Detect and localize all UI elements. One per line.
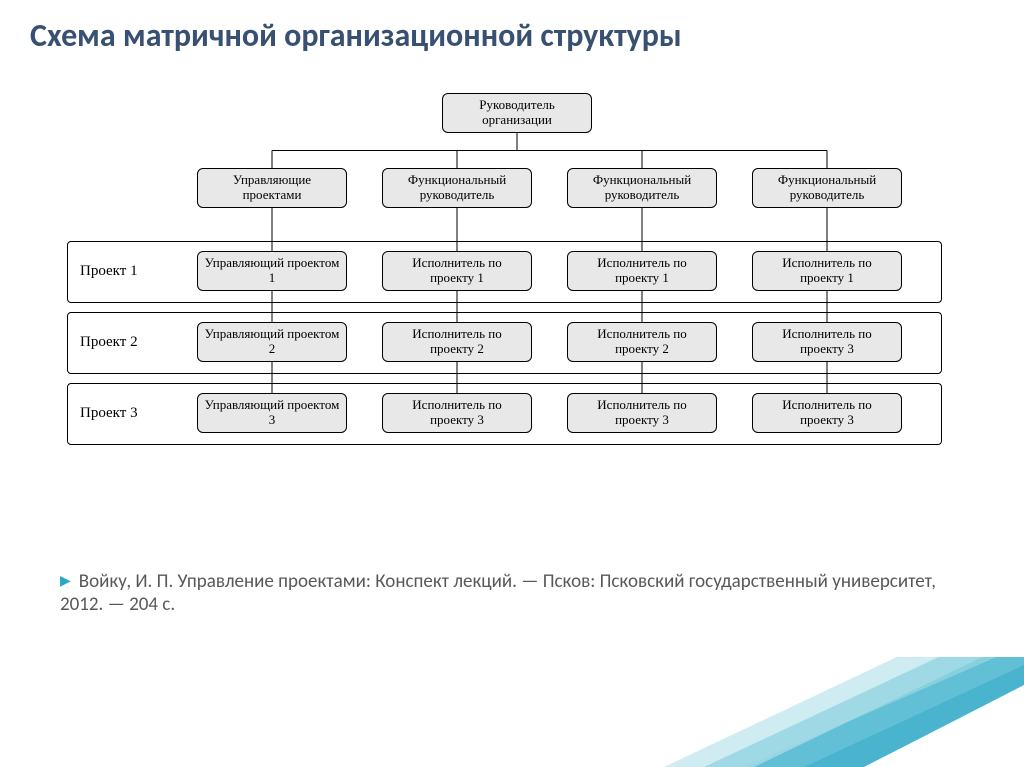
node-col-header-2: Функциональный руководитель xyxy=(567,168,717,208)
node-cell-r0-c2: Исполнитель по проекту 1 xyxy=(567,251,717,291)
citation-body: Войку, И. П. Управление проектами: Консп… xyxy=(60,570,936,616)
row-label-1: Проект 2 xyxy=(80,323,138,363)
node-cell-r2-c1: Исполнитель по проекту 3 xyxy=(382,393,532,433)
row-label-2: Проект 3 xyxy=(80,394,138,434)
org-chart: Руководитель организации Управляющие прое… xyxy=(62,93,962,503)
node-cell-r2-c3: Исполнитель по проекту 3 xyxy=(752,393,902,433)
corner-decoration xyxy=(664,657,1024,767)
node-col-header-3: Функциональный руководитель xyxy=(752,168,902,208)
node-cell-r0-c1: Исполнитель по проекту 1 xyxy=(382,251,532,291)
node-root: Руководитель организации xyxy=(442,93,592,133)
node-cell-r0-c0: Управляющий проектом 1 xyxy=(197,251,347,291)
node-cell-r1-c3: Исполнитель по проекту 3 xyxy=(752,322,902,362)
node-cell-r1-c1: Исполнитель по проекту 2 xyxy=(382,322,532,362)
node-cell-r1-c0: Управляющий проектом 2 xyxy=(197,322,347,362)
node-cell-r2-c0: Управляющий проектом 3 xyxy=(197,393,347,433)
slide-title: Схема матричной организационной структур… xyxy=(0,0,1024,63)
row-label-0: Проект 1 xyxy=(80,252,138,292)
bullet-icon: ▶ xyxy=(60,573,71,590)
node-cell-r1-c2: Исполнитель по проекту 2 xyxy=(567,322,717,362)
citation-text: ▶Войку, И. П. Управление проектами: Конс… xyxy=(60,571,944,617)
node-col-header-0: Управляющие проектами xyxy=(197,168,347,208)
node-col-header-1: Функциональный руководитель xyxy=(382,168,532,208)
node-cell-r2-c2: Исполнитель по проекту 3 xyxy=(567,393,717,433)
node-cell-r0-c3: Исполнитель по проекту 1 xyxy=(752,251,902,291)
